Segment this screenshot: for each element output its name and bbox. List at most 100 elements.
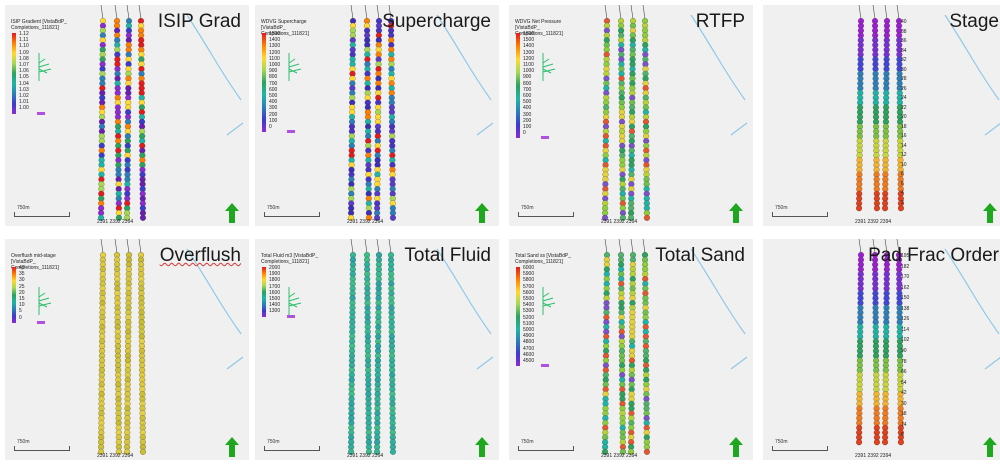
- stage-marker[interactable]: [619, 214, 626, 221]
- stage-label: 14: [901, 421, 907, 428]
- wellbore-line: [350, 239, 354, 254]
- wellbore-line: [100, 239, 104, 254]
- stage-marker[interactable]: [602, 448, 609, 455]
- map-panel-stage[interactable]: Stage 40 38 36 34 32 30 28 26 24 22 20 18 16 14 12 10 8 6 4…: [763, 5, 1000, 226]
- stage-label: 10: [901, 161, 907, 168]
- wellbore-line: [858, 5, 862, 20]
- north-arrow-icon: [729, 437, 743, 460]
- stage-marker[interactable]: [139, 448, 146, 455]
- legend-title: WDVG Supercharge [VistaBdP_ Completions_…: [261, 19, 309, 37]
- river-line: [186, 248, 242, 335]
- legend-value: 100: [523, 124, 532, 130]
- stage-marker[interactable]: [856, 439, 863, 446]
- stage-label: 66: [901, 369, 907, 376]
- legend-value: 1.00: [19, 105, 29, 112]
- stage-label: 114: [901, 326, 909, 333]
- stage-marker[interactable]: [897, 205, 904, 212]
- stage-marker[interactable]: [115, 214, 122, 221]
- wellbore-line: [884, 239, 888, 254]
- map-panel-overflush[interactable]: Overflush Overflush mid-stage [VistaBdP_ …: [5, 239, 249, 460]
- scale-line: [772, 446, 828, 451]
- legend-value: 400: [269, 99, 278, 106]
- stage-marker[interactable]: [643, 448, 650, 455]
- stage-marker[interactable]: [873, 439, 880, 446]
- legend-value: 900: [269, 68, 278, 75]
- stage-marker[interactable]: [897, 439, 904, 446]
- stage-marker[interactable]: [374, 448, 381, 455]
- panel-title: RTFP: [695, 11, 745, 32]
- map-panel-supercharge[interactable]: Supercharge WDVG Supercharge [VistaBdP_ C…: [255, 5, 499, 226]
- legend-value: 1.10: [19, 43, 29, 50]
- well-name-labels: 2391 2392 2394: [601, 219, 638, 225]
- stage-marker[interactable]: [389, 214, 396, 221]
- legend-value: 1.11: [19, 37, 29, 44]
- map-panel-pad-frac-order[interactable]: Pad Frac Order 195 182 170 162 150 138 126 114 10…: [763, 239, 1000, 460]
- legend-value: 4600: [523, 351, 535, 358]
- river-line: [984, 357, 1000, 370]
- legend-value: 4500: [523, 358, 535, 364]
- river-line: [730, 356, 748, 370]
- legend-value: 6000: [523, 265, 535, 271]
- stage-marker[interactable]: [374, 214, 381, 221]
- legend-value: 30: [19, 277, 25, 284]
- stage-marker[interactable]: [628, 214, 635, 221]
- wellbore-line: [126, 239, 130, 254]
- legend-value: 25: [19, 283, 25, 290]
- panel-title: Overflush: [159, 245, 241, 266]
- map-panel-rtfp[interactable]: RTFP WDVG Net Pressure [VistaBdP_ Complet…: [509, 5, 753, 226]
- stage-marker[interactable]: [115, 448, 122, 455]
- stage-marker[interactable]: [139, 214, 146, 221]
- well-name-labels: 2391 2392 2394: [97, 219, 134, 225]
- legend-value: 1.01: [19, 99, 29, 106]
- well-name-labels: 2391 2392 2394: [97, 453, 134, 459]
- stage-label: 6: [901, 432, 904, 439]
- legend-value: 1100: [269, 55, 280, 62]
- stage-marker[interactable]: [365, 214, 372, 221]
- legend-value: 1.09: [19, 49, 29, 56]
- stage-marker[interactable]: [873, 205, 880, 212]
- legend-value: 1.05: [19, 74, 29, 81]
- legend-value: 1100: [523, 62, 534, 68]
- scale-label: 750m: [521, 205, 534, 211]
- legend-histogram: [288, 53, 302, 81]
- stage-marker[interactable]: [348, 448, 355, 455]
- stage-label: 16: [901, 133, 907, 139]
- river-line: [226, 122, 244, 136]
- legend-value: 1400: [269, 37, 281, 44]
- legend-histogram: [38, 53, 52, 81]
- stage-marker[interactable]: [365, 448, 372, 455]
- stage-marker[interactable]: [643, 214, 650, 221]
- stage-label: 40: [901, 19, 907, 25]
- stage-marker[interactable]: [98, 448, 105, 455]
- stage-marker[interactable]: [619, 448, 626, 455]
- stage-marker[interactable]: [882, 439, 889, 446]
- legend-value: 1300: [269, 308, 281, 315]
- legend-range-marker: [287, 314, 295, 318]
- panel-title: Total Sand: [655, 245, 745, 266]
- stage-marker[interactable]: [389, 448, 396, 455]
- stage-label: 42: [901, 390, 907, 397]
- well-map: [288, 239, 494, 455]
- north-arrow-icon: [225, 437, 239, 460]
- stage-marker[interactable]: [348, 214, 355, 221]
- stage-marker[interactable]: [98, 214, 105, 221]
- stage-marker[interactable]: [124, 214, 131, 221]
- stage-marker[interactable]: [882, 205, 889, 212]
- wellbore-line: [872, 5, 876, 20]
- wellbore-line: [126, 5, 130, 20]
- stage-marker[interactable]: [628, 448, 635, 455]
- panel-title: Supercharge: [382, 11, 491, 32]
- stage-marker[interactable]: [602, 214, 609, 221]
- legend-color-bar: [262, 33, 266, 133]
- map-panel-total-sand[interactable]: Total Sand Total Sand ss [VistaBdP_ Compl…: [509, 239, 753, 460]
- panel-title: Pad Frac Order: [868, 245, 999, 266]
- stage-label: 18: [901, 123, 907, 130]
- map-panel-isip-grad[interactable]: ISIP Grad ISIP Gradient [VistaBdP_ Comple…: [5, 5, 249, 226]
- wellbore-line: [138, 5, 142, 20]
- legend-range-marker: [287, 130, 295, 134]
- stage-marker[interactable]: [124, 448, 131, 455]
- stage-marker[interactable]: [856, 205, 863, 212]
- legend-value: 400: [523, 105, 532, 112]
- legend-value: 1.07: [19, 62, 29, 68]
- map-panel-total-fluid[interactable]: Total Fluid Total Fluid m3 [VistaBdP_ Com…: [255, 239, 499, 460]
